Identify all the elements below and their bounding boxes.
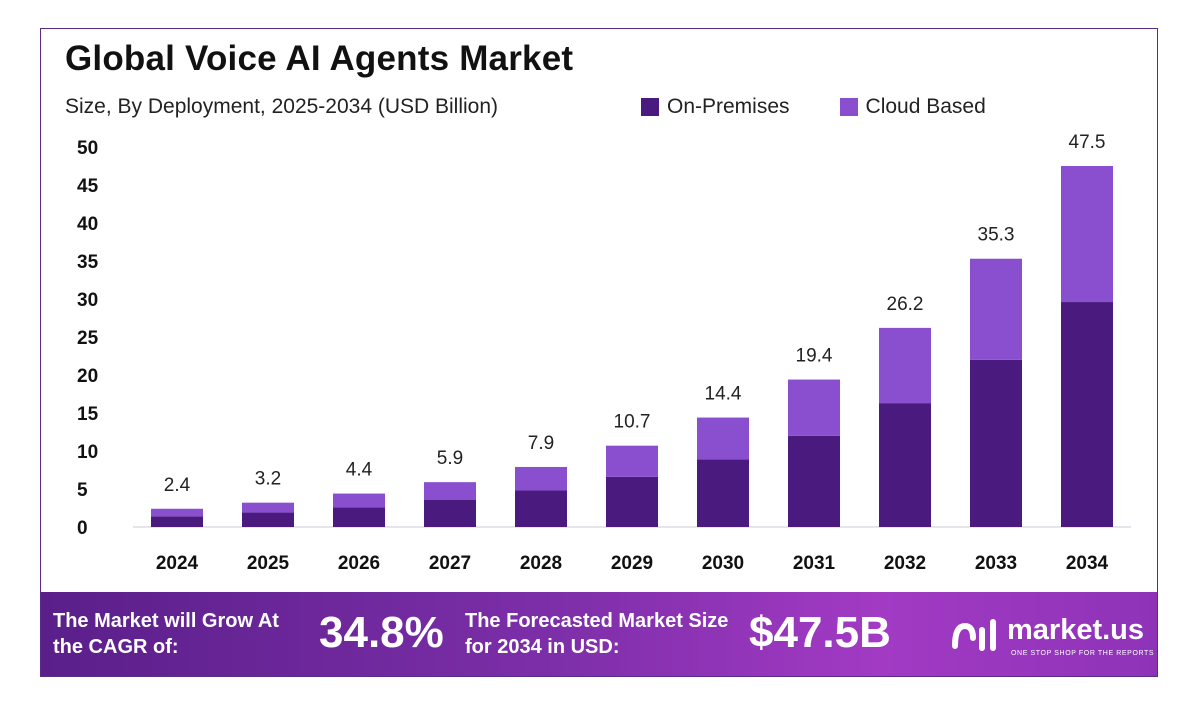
bar-cloud-based-2029 [606,445,658,477]
legend-item-on-premises: On-Premises [641,95,790,119]
bar-total-label: 10.7 [614,412,651,433]
bar-chart: 051015202530354045502.420243.220254.4202… [77,132,1131,574]
cagr-value: 34.8% [319,608,444,657]
bar-on-premises-2033 [970,359,1022,527]
bar-on-premises-2030 [697,459,749,527]
marketus-logo-icon [952,619,996,651]
x-tick-label: 2029 [611,553,653,574]
legend: On-Premises Cloud Based [641,95,986,119]
chart-title: Global Voice AI Agents Market [65,39,574,78]
chart-card: Global Voice AI Agents Market Size, By D… [40,28,1158,677]
bar-cloud-based-2028 [515,466,567,491]
brand-logo: market.us ONE STOP SHOP FOR THE REPORTS [951,614,1156,664]
bar-total-label: 19.4 [796,346,833,367]
bar-on-premises-2032 [879,403,931,527]
bar-total-label: 47.5 [1069,132,1106,153]
bar-on-premises-2034 [1061,302,1113,527]
chart-subtitle: Size, By Deployment, 2025-2034 (USD Bill… [65,95,499,118]
bar-on-premises-2026 [333,507,385,527]
bar-cloud-based-2025 [242,502,294,513]
bar-total-label: 3.2 [255,469,281,490]
bar-cloud-based-2033 [970,258,1022,360]
legend-item-cloud-based: Cloud Based [839,95,986,119]
bar-total-label: 7.9 [528,433,554,454]
bar-cloud-based-2030 [697,417,749,460]
y-tick-label: 40 [77,214,98,235]
y-tick-label: 5 [77,480,88,501]
y-tick-label: 10 [77,442,98,463]
bar-total-label: 5.9 [437,448,463,469]
y-tick-label: 25 [77,328,99,349]
y-tick-label: 0 [77,518,88,539]
brand-name: market.us [1007,614,1145,646]
x-tick-label: 2031 [793,553,836,574]
bar-total-label: 4.4 [346,460,373,481]
x-tick-label: 2027 [429,553,471,574]
x-tick-label: 2024 [156,553,199,574]
y-tick-label: 15 [77,404,99,425]
bar-cloud-based-2026 [333,493,385,508]
y-tick-label: 30 [77,290,98,311]
bar-total-label: 35.3 [978,225,1015,246]
summary-banner: The Market will Grow At the CAGR of: 34.… [41,592,1157,676]
bar-cloud-based-2034 [1061,166,1113,303]
x-tick-label: 2033 [975,553,1017,574]
brand-tagline: ONE STOP SHOP FOR THE REPORTS [1011,650,1155,657]
x-tick-label: 2030 [702,553,744,574]
bar-on-premises-2025 [242,512,294,527]
x-tick-label: 2032 [884,553,926,574]
x-tick-label: 2025 [247,553,290,574]
legend-label-on-premises: On-Premises [667,95,790,118]
x-tick-label: 2028 [520,553,562,574]
forecast-value: $47.5B [749,608,891,657]
cagr-label: The Market will Grow At the CAGR of: [53,610,279,658]
legend-label-cloud-based: Cloud Based [865,95,986,118]
legend-swatch-on-premises [641,98,659,116]
forecast-label: The Forecasted Market Size for 2034 in U… [465,610,729,658]
y-tick-label: 45 [77,176,99,197]
bar-total-label: 26.2 [887,294,924,315]
legend-swatch-cloud-based [839,98,858,116]
x-tick-label: 2026 [338,553,380,574]
y-tick-label: 20 [77,366,98,387]
y-tick-label: 35 [77,252,99,273]
bar-cloud-based-2024 [151,508,203,517]
bar-on-premises-2031 [788,435,840,527]
bar-on-premises-2027 [424,499,476,527]
bar-on-premises-2024 [151,516,203,527]
bar-total-label: 14.4 [705,384,742,405]
y-tick-label: 50 [77,138,98,159]
bar-cloud-based-2031 [788,379,840,436]
bar-on-premises-2029 [606,476,658,527]
bar-total-label: 2.4 [164,475,191,496]
bar-cloud-based-2027 [424,482,476,500]
bar-cloud-based-2032 [879,327,931,404]
x-tick-label: 2034 [1066,553,1109,574]
bar-on-premises-2028 [515,490,567,527]
